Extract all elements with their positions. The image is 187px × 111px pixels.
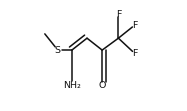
Text: F: F: [132, 21, 137, 30]
Text: F: F: [116, 10, 121, 19]
Text: F: F: [132, 49, 137, 58]
Text: O: O: [99, 81, 106, 90]
Text: NH₂: NH₂: [63, 81, 81, 90]
Text: S: S: [55, 46, 61, 55]
